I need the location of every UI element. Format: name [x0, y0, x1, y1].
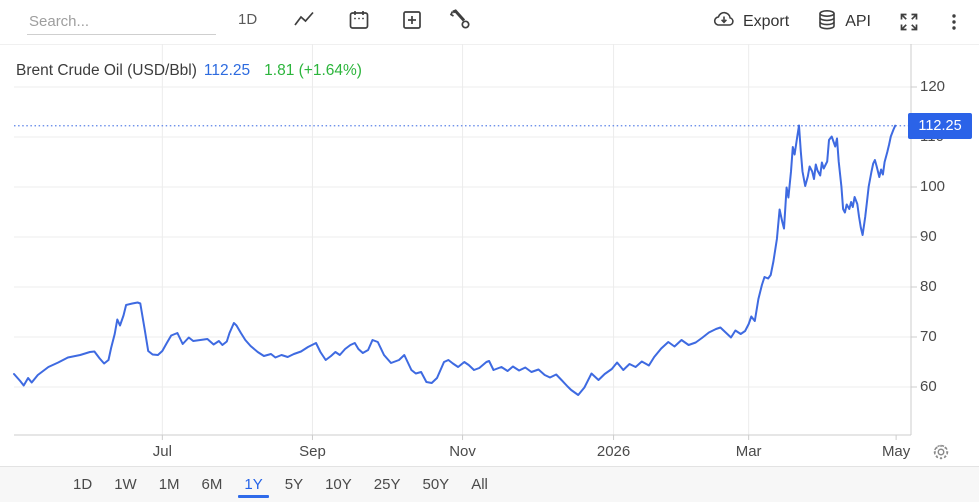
gear-icon[interactable] — [930, 441, 952, 463]
range-option-1m[interactable]: 1M — [158, 476, 180, 493]
interval-selector[interactable]: 1D — [238, 11, 258, 28]
range-option-6m[interactable]: 6M — [201, 476, 223, 493]
last-price-tag: 112.25 — [908, 113, 972, 139]
x-axis-label: 2026 — [596, 443, 631, 460]
y-axis-label: 60 — [920, 378, 937, 395]
calendar-icon[interactable] — [347, 8, 371, 32]
range-option-1y[interactable]: 1Y — [235, 467, 271, 502]
instrument-title: Brent Crude Oil (USD/Bbl) — [16, 62, 197, 79]
kebab-menu-icon[interactable] — [947, 10, 961, 34]
price-chart[interactable] — [13, 44, 920, 441]
add-indicator-icon[interactable] — [400, 8, 424, 32]
price-change-value: 1.81 (+1.64%) — [264, 62, 362, 79]
chart-top-divider — [0, 44, 979, 45]
chart-legend: Brent Crude Oil (USD/Bbl) 112.25 1.81 (+1.… — [16, 62, 362, 80]
last-price-value: 112.25 — [203, 62, 251, 79]
range-option-5y[interactable]: 5Y — [284, 476, 304, 493]
range-option-50y[interactable]: 50Y — [422, 476, 450, 493]
range-option-10y[interactable]: 10Y — [325, 476, 352, 493]
range-option-25y[interactable]: 25Y — [373, 476, 401, 493]
x-axis-label: Sep — [299, 443, 326, 460]
x-axis-label: Nov — [449, 443, 476, 460]
range-option-all[interactable]: All — [471, 476, 488, 493]
search-input[interactable] — [27, 8, 216, 35]
api-database-icon — [815, 8, 839, 37]
x-axis-label: Mar — [735, 443, 762, 460]
top-toolbar: 1D — [0, 0, 979, 44]
fullscreen-icon[interactable] — [897, 10, 921, 34]
toolbar-right-cluster: Export API — [711, 0, 961, 44]
api-label: API — [845, 13, 871, 30]
range-option-1d[interactable]: 1D — [73, 476, 93, 493]
range-selector-bar: 1D 1W 1M 6M 1Y 5Y 10Y 25Y 50Y All — [0, 466, 979, 502]
y-axis-label: 100 — [920, 178, 946, 195]
tools-icon[interactable] — [448, 8, 472, 32]
y-axis-label: 120 — [920, 78, 946, 95]
x-axis-label: May — [881, 443, 911, 460]
line-chart-icon[interactable] — [292, 8, 316, 32]
y-axis-label: 90 — [920, 228, 937, 245]
y-axis-label: 70 — [920, 328, 937, 345]
export-label: Export — [742, 13, 790, 30]
range-option-1w[interactable]: 1W — [114, 476, 137, 493]
x-axis-label: Jul — [152, 443, 172, 460]
api-button[interactable]: API — [815, 8, 871, 37]
export-cloud-icon — [711, 8, 737, 37]
export-button[interactable]: Export — [711, 8, 789, 37]
price-series-line — [13, 124, 897, 396]
y-axis-label: 80 — [920, 278, 937, 295]
